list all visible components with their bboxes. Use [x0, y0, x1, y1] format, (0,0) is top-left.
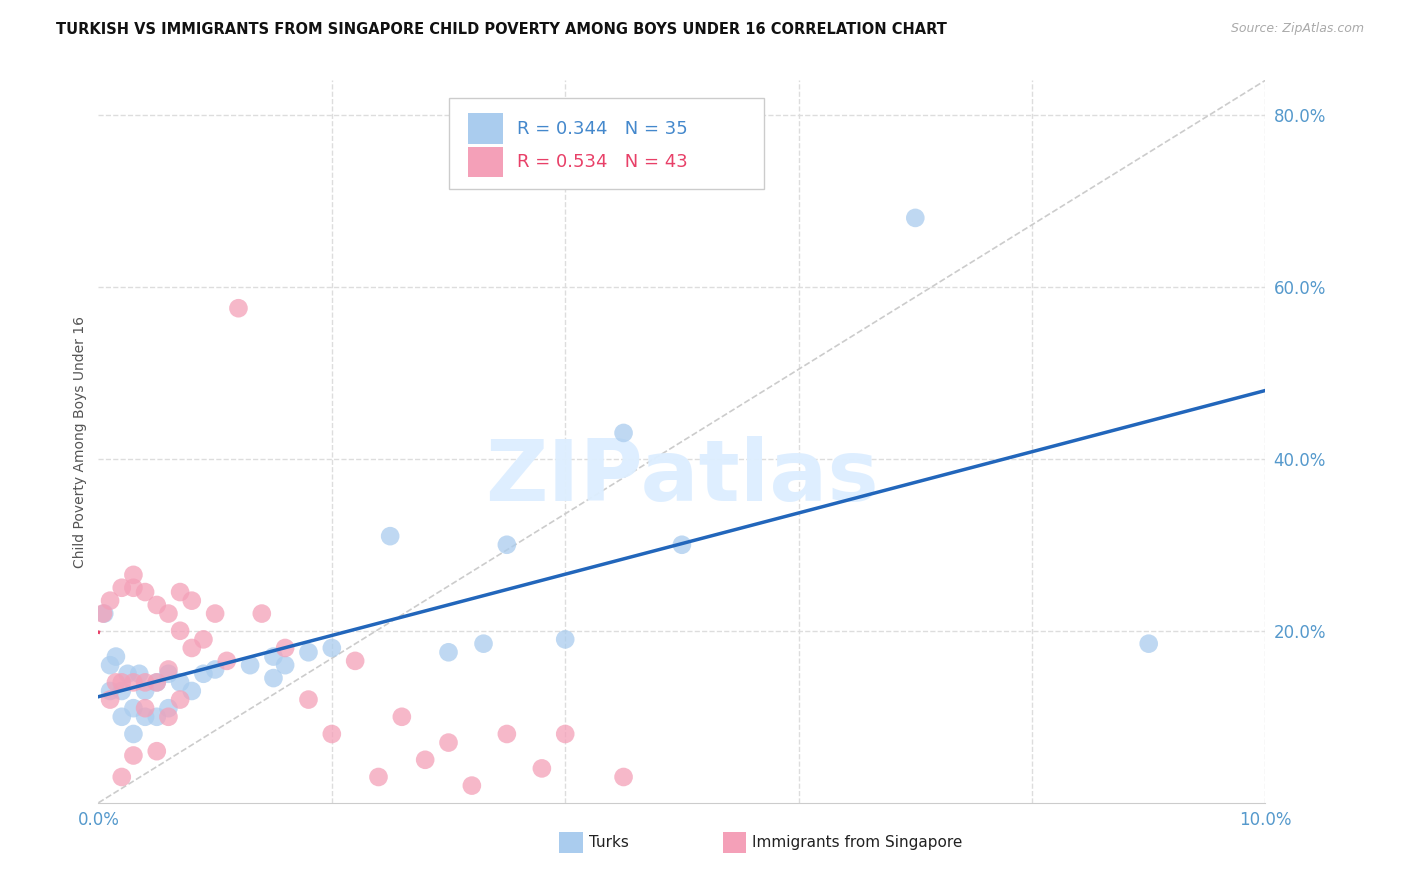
Point	[146, 675, 169, 690]
Point	[274, 658, 297, 673]
Point	[250, 607, 273, 621]
Point	[262, 649, 284, 664]
Point	[262, 671, 284, 685]
Point	[297, 692, 319, 706]
Point	[122, 748, 145, 763]
Point	[193, 666, 215, 681]
Point	[1137, 637, 1160, 651]
Point	[904, 211, 927, 225]
Point	[204, 607, 226, 621]
FancyBboxPatch shape	[449, 98, 763, 189]
Point	[134, 701, 156, 715]
Point	[146, 710, 169, 724]
Point	[437, 645, 460, 659]
Text: ZIPatlas: ZIPatlas	[485, 436, 879, 519]
Point	[111, 675, 134, 690]
Point	[297, 645, 319, 659]
Point	[530, 761, 553, 775]
Point	[437, 735, 460, 749]
Point	[612, 425, 634, 440]
Point	[169, 692, 191, 706]
Point	[367, 770, 389, 784]
Point	[157, 663, 180, 677]
Point	[554, 727, 576, 741]
Point	[122, 581, 145, 595]
Point	[180, 593, 202, 607]
Point	[239, 658, 262, 673]
Point	[98, 658, 121, 673]
Point	[157, 701, 180, 715]
Point	[111, 581, 134, 595]
Y-axis label: Child Poverty Among Boys Under 16: Child Poverty Among Boys Under 16	[73, 316, 87, 567]
Text: Source: ZipAtlas.com: Source: ZipAtlas.com	[1230, 22, 1364, 36]
Point	[111, 710, 134, 724]
Point	[274, 640, 297, 655]
Point	[180, 640, 202, 655]
Bar	[468, 146, 503, 177]
Point	[91, 607, 114, 621]
Bar	[560, 831, 582, 854]
Point	[104, 675, 127, 690]
Point	[472, 637, 495, 651]
Point	[134, 585, 156, 599]
Point	[146, 744, 169, 758]
Bar	[723, 831, 747, 854]
Bar	[468, 113, 503, 144]
Point	[122, 567, 145, 582]
Point	[146, 675, 169, 690]
Point	[134, 684, 156, 698]
Text: TURKISH VS IMMIGRANTS FROM SINGAPORE CHILD POVERTY AMONG BOYS UNDER 16 CORRELATI: TURKISH VS IMMIGRANTS FROM SINGAPORE CHI…	[56, 22, 948, 37]
Point	[228, 301, 250, 316]
Point	[391, 710, 413, 724]
Text: Immigrants from Singapore: Immigrants from Singapore	[752, 835, 962, 850]
Point	[671, 538, 693, 552]
Point	[146, 598, 169, 612]
Point	[134, 710, 156, 724]
Point	[461, 779, 484, 793]
Point	[204, 663, 226, 677]
Point	[122, 701, 145, 715]
Point	[157, 607, 180, 621]
Point	[122, 675, 145, 690]
Point	[157, 710, 180, 724]
Point	[193, 632, 215, 647]
Point	[380, 529, 402, 543]
Point	[98, 684, 121, 698]
Point	[169, 675, 191, 690]
Point	[128, 666, 150, 681]
Point	[134, 675, 156, 690]
Point	[180, 684, 202, 698]
Point	[111, 684, 134, 698]
Point	[111, 770, 134, 784]
Point	[554, 632, 576, 647]
Point	[122, 727, 145, 741]
Point	[496, 538, 519, 552]
Point	[169, 585, 191, 599]
Point	[215, 654, 238, 668]
Point	[117, 666, 139, 681]
Point	[98, 593, 121, 607]
Text: R = 0.534   N = 43: R = 0.534 N = 43	[517, 153, 688, 170]
Point	[157, 666, 180, 681]
Text: R = 0.344   N = 35: R = 0.344 N = 35	[517, 120, 688, 137]
Point	[344, 654, 367, 668]
Point	[413, 753, 436, 767]
Point	[98, 692, 121, 706]
Point	[612, 770, 634, 784]
Point	[93, 607, 115, 621]
Text: Turks: Turks	[589, 835, 628, 850]
Point	[321, 727, 343, 741]
Point	[496, 727, 519, 741]
Point	[104, 649, 127, 664]
Point	[169, 624, 191, 638]
Point	[321, 640, 343, 655]
